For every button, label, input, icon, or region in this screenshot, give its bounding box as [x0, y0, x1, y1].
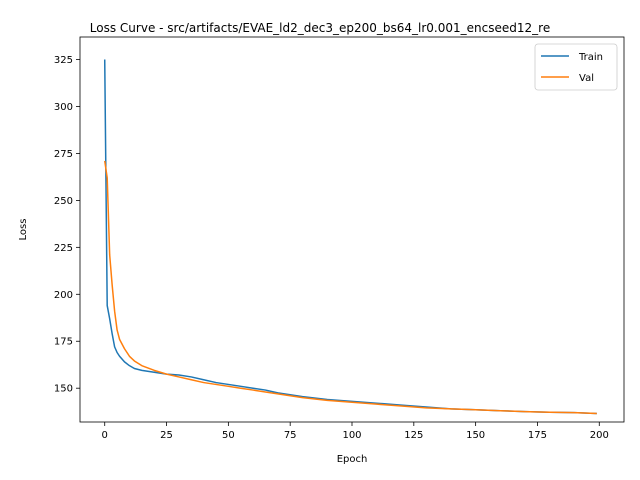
x-tick-label: 75	[284, 430, 297, 441]
x-tick-label: 125	[404, 430, 423, 441]
series-line-val	[103, 160, 597, 415]
legend-label-val: Val	[579, 73, 594, 84]
y-tick-label: 150	[54, 384, 73, 395]
x-axis-label: Epoch	[337, 454, 368, 465]
y-axis-label: Loss	[18, 219, 29, 241]
y-tick-label: 275	[54, 149, 73, 160]
y-tick-label: 225	[54, 243, 73, 254]
series-line-train	[103, 59, 597, 415]
legend: Train Val	[534, 43, 618, 91]
y-tick-label: 175	[54, 337, 73, 348]
chart-title: Loss Curve - src/artifacts/EVAE_ld2_dec3…	[90, 21, 550, 35]
x-tick-label: 25	[160, 430, 173, 441]
x-tick-label: 175	[528, 430, 547, 441]
legend-label-train: Train	[578, 52, 603, 63]
x-tick-label: 0	[102, 430, 108, 441]
y-tick-label: 325	[54, 55, 73, 66]
y-tick-label: 250	[54, 196, 73, 207]
x-tick-label: 50	[222, 430, 235, 441]
x-tick-label: 200	[590, 430, 609, 441]
x-tick-label: 100	[342, 430, 361, 441]
x-tick-label: 150	[466, 430, 485, 441]
series-lines	[103, 59, 597, 415]
x-axis-ticks: 0 25 50 75 100 125 150 175 200	[102, 422, 609, 441]
y-tick-label: 200	[54, 290, 73, 301]
y-tick-label: 300	[54, 102, 73, 113]
plot-frame	[79, 36, 625, 423]
y-axis-ticks: 150 175 200 225 250 275 300 325	[54, 55, 80, 395]
legend-box	[534, 43, 618, 91]
